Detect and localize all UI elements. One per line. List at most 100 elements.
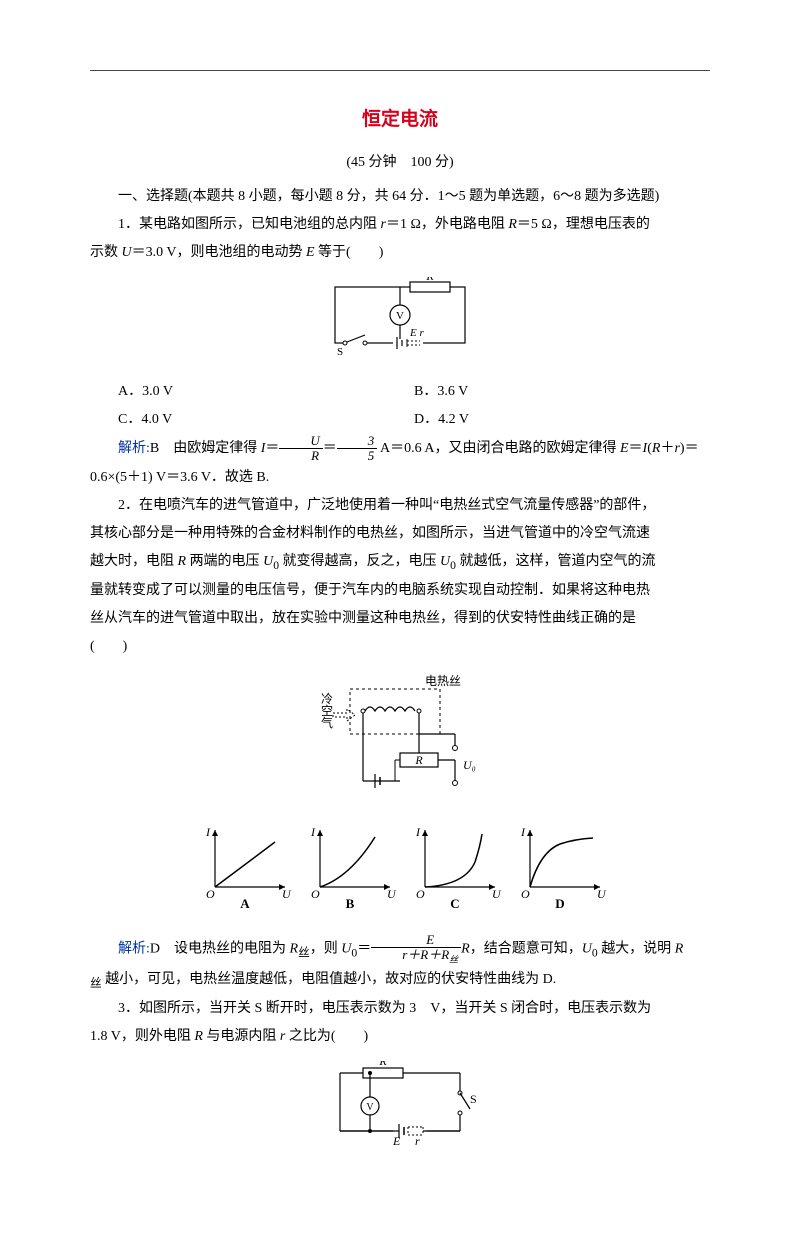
- text: 与电源内阻: [203, 1029, 280, 1044]
- axis-I: I: [310, 825, 316, 839]
- section-heading: 一、选择题(本题共 8 小题，每小题 8 分，共 64 分．1～5 题为单选题，…: [90, 183, 710, 211]
- den-sub: 丝: [449, 955, 458, 965]
- text: 就越低，这样，管道内空气的流: [456, 554, 656, 569]
- label-D: D: [555, 896, 564, 911]
- q2-stem-l6: ( ): [90, 633, 710, 661]
- doc-title: 恒定电流: [90, 101, 710, 139]
- text: 设电热丝的电阻为: [160, 941, 290, 956]
- num: E: [371, 933, 461, 948]
- eq: ＝: [323, 441, 337, 456]
- origin: O: [206, 887, 215, 901]
- doc-subtitle: (45 分钟 100 分): [90, 149, 710, 177]
- text: 1.8 V，则外电阻: [90, 1029, 194, 1044]
- text: 之比为( ): [285, 1029, 368, 1044]
- axis-I: I: [415, 825, 421, 839]
- q2-graphs: I U O A I U O B: [90, 822, 710, 923]
- q2-stem-l3: 越大时，电阻 R 两端的电压 U0 就变得越高，反之，电压 U0 就越低，这样，…: [90, 548, 710, 577]
- label-V: V: [366, 1102, 374, 1113]
- text: 越大，说明: [598, 941, 675, 956]
- q2-stem-l1: 2．在电喷汽车的进气管道中，广泛地使用着一种叫“电热丝式空气流量传感器”的部件，: [90, 492, 710, 520]
- text: ＝5 Ω，理想电压表的: [517, 217, 650, 232]
- label-A: A: [240, 896, 250, 911]
- text: ，则: [310, 941, 342, 956]
- label-R: R: [414, 753, 423, 767]
- q3-stem-l1: 3．如图所示，当开关 S 断开时，电压表示数为 3 V，当开关 S 闭合时，电压…: [90, 995, 710, 1023]
- q1-stem-line1: 1．某电路如图所示，已知电池组的总内阻 r＝1 Ω，外电路电阻 R＝5 Ω，理想…: [90, 211, 710, 239]
- label-V: V: [396, 310, 404, 322]
- q1-options: A．3.0 V B．3.6 V C．4.0 V D．4.2 V: [118, 378, 710, 434]
- text: 两端的电压: [186, 554, 263, 569]
- axis-U: U: [387, 887, 397, 901]
- axis-U: U: [597, 887, 607, 901]
- text: ＝1 Ω，外电路电阻: [386, 217, 508, 232]
- label-E: E: [392, 1134, 401, 1146]
- circuit-svg: R V E r S: [315, 277, 485, 357]
- q1-optD: D．4.2 V: [414, 406, 710, 434]
- label-R: R: [378, 1061, 387, 1068]
- text: 等于( ): [315, 245, 384, 260]
- var-E: E: [306, 245, 315, 260]
- answer: B: [150, 441, 159, 456]
- q2-analysis-l2: 丝 越小，可见，电热丝温度越低，电阻值越小，故对应的伏安特性曲线为 D.: [90, 966, 710, 995]
- frac-35: 35: [337, 434, 378, 464]
- axis-U: U: [492, 887, 502, 901]
- q1-optC: C．4.0 V: [118, 406, 414, 434]
- q3-circuit: R V S E r: [90, 1061, 710, 1157]
- label-U0: U₀: [463, 758, 476, 772]
- var-U: U: [122, 245, 132, 260]
- q1-circuit: R V E r S: [90, 277, 710, 368]
- label-S: S: [337, 346, 343, 357]
- var-E: E: [620, 441, 629, 456]
- eq: ＝: [357, 941, 371, 956]
- den: R: [279, 449, 322, 463]
- origin: O: [416, 887, 425, 901]
- text: 1．某电路如图所示，已知电池组的总内阻: [118, 217, 381, 232]
- text: A＝0.6 A，又由闭合电路的欧姆定律得: [377, 441, 620, 456]
- var-R: R: [194, 1029, 203, 1044]
- var-U0: U: [582, 941, 592, 956]
- q2-stem-l2: 其核心部分是一种用特殊的合金材料制作的电热丝，如图所示，当进气管道中的冷空气流速: [90, 520, 710, 548]
- text: ，结合题意可知，: [470, 941, 582, 956]
- label-B: B: [346, 896, 355, 911]
- label-R: R: [425, 277, 434, 283]
- text: )＝: [680, 441, 699, 456]
- text: 越小，可见，电热丝温度越低，电阻值越小，故对应的伏安特性曲线为 D.: [102, 972, 557, 987]
- q1-analysis-l1: 解析:B 由欧姆定律得 I＝UR＝35 A＝0.6 A，又由闭合电路的欧姆定律得…: [90, 434, 710, 464]
- plus: ＋: [660, 441, 674, 456]
- q1-optB: B．3.6 V: [414, 378, 710, 406]
- frac-main: Er＋R＋R丝: [371, 933, 461, 966]
- var-U0: U: [263, 554, 273, 569]
- q1-stem-line2: 示数 U＝3.0 V，则电池组的电动势 E 等于( ): [90, 239, 710, 267]
- frac-UR: UR: [279, 434, 322, 464]
- coldair3: 气: [321, 715, 333, 730]
- q2-analysis-l1: 解析:D 设电热丝的电阻为 R丝，则 U0＝Er＋R＋R丝R，结合题意可知，U0…: [90, 933, 710, 966]
- text: 示数: [90, 245, 122, 260]
- graphs-svg: I U O A I U O B: [190, 822, 610, 912]
- var-Rsi: R: [290, 941, 299, 956]
- q1-analysis-l2: 0.6×(5＋1) V＝3.6 V．故选 B.: [90, 464, 710, 492]
- den: 5: [337, 449, 378, 463]
- text: 就变得越高，反之，电压: [279, 554, 440, 569]
- analysis-label: 解析:: [118, 941, 150, 956]
- document-page: 恒定电流 (45 分钟 100 分) 一、选择题(本题共 8 小题，每小题 8 …: [0, 0, 800, 1237]
- eq: ＝: [265, 441, 279, 456]
- den: r＋R＋R丝: [371, 948, 461, 965]
- q3-stem-l2: 1.8 V，则外电阻 R 与电源内阻 r 之比为( ): [90, 1023, 710, 1051]
- text: 由欧姆定律得: [159, 441, 261, 456]
- num: U: [279, 434, 322, 449]
- text: 越大时，电阻: [90, 554, 178, 569]
- var-R: R: [461, 941, 470, 956]
- num: 3: [337, 434, 378, 449]
- diagram-svg: 电热丝 冷 空 气 R: [295, 671, 505, 801]
- var-U0: U: [341, 941, 351, 956]
- label-S: S: [470, 1092, 477, 1106]
- sub-si: 丝: [298, 946, 310, 959]
- label-Er: E r: [409, 327, 424, 339]
- den-text: r＋R＋R: [402, 947, 449, 962]
- var-R: R: [675, 941, 684, 956]
- answer: D: [150, 941, 160, 956]
- label-heating: 电热丝: [425, 674, 461, 688]
- axis-I: I: [205, 825, 211, 839]
- var-R: R: [508, 217, 517, 232]
- analysis-label: 解析:: [118, 441, 150, 456]
